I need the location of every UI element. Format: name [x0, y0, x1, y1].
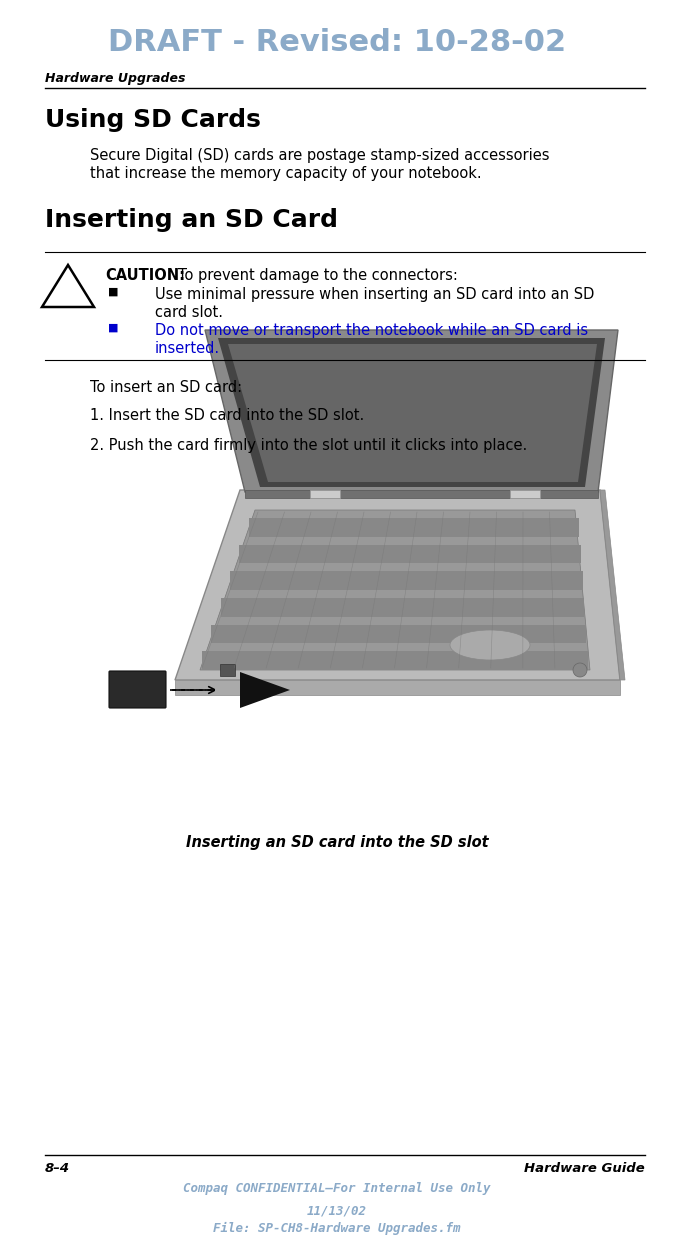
Polygon shape: [202, 651, 588, 669]
Text: Inserting an SD Card: Inserting an SD Card: [45, 209, 338, 232]
Text: 11/13/02: 11/13/02: [307, 1204, 367, 1217]
Polygon shape: [205, 330, 618, 492]
FancyBboxPatch shape: [109, 671, 166, 708]
Text: DRAFT - Revised: 10-28-02: DRAFT - Revised: 10-28-02: [108, 27, 566, 57]
Polygon shape: [245, 490, 598, 498]
Text: CAUTION:: CAUTION:: [105, 269, 185, 284]
Polygon shape: [175, 679, 620, 694]
Text: 8–4: 8–4: [45, 1162, 70, 1175]
Text: To prevent damage to the connectors:: To prevent damage to the connectors:: [178, 269, 458, 284]
Polygon shape: [228, 343, 597, 482]
Text: Hardware Guide: Hardware Guide: [524, 1162, 645, 1175]
Text: inserted.: inserted.: [155, 341, 220, 356]
Text: Using SD Cards: Using SD Cards: [45, 107, 261, 132]
Text: Use minimal pressure when inserting an SD card into an SD: Use minimal pressure when inserting an S…: [155, 287, 595, 302]
Text: To insert an SD card:: To insert an SD card:: [90, 380, 242, 395]
Polygon shape: [600, 490, 625, 679]
Polygon shape: [211, 624, 586, 643]
Text: Inserting an SD card into the SD slot: Inserting an SD card into the SD slot: [186, 836, 488, 851]
Text: File: SP-CH8-Hardware Upgrades.fm: File: SP-CH8-Hardware Upgrades.fm: [213, 1222, 461, 1235]
Polygon shape: [221, 598, 585, 617]
Text: card slot.: card slot.: [155, 305, 223, 320]
Polygon shape: [200, 510, 590, 669]
Text: Do not move or transport the notebook while an SD card is: Do not move or transport the notebook wh…: [155, 323, 588, 338]
Bar: [310, 490, 340, 498]
Text: that increase the memory capacity of your notebook.: that increase the memory capacity of you…: [90, 166, 482, 181]
Text: Compaq CONFIDENTIAL—For Internal Use Only: Compaq CONFIDENTIAL—For Internal Use Onl…: [183, 1182, 491, 1195]
Text: 1. Insert the SD card into the SD slot.: 1. Insert the SD card into the SD slot.: [90, 408, 364, 423]
Polygon shape: [240, 545, 580, 563]
Text: Hardware Upgrades: Hardware Upgrades: [45, 72, 186, 85]
Polygon shape: [248, 518, 579, 537]
Ellipse shape: [450, 629, 530, 659]
Text: ■: ■: [108, 287, 119, 297]
Text: 2. Push the card firmly into the slot until it clicks into place.: 2. Push the card firmly into the slot un…: [90, 438, 527, 453]
Bar: [510, 490, 540, 498]
Bar: [220, 664, 235, 676]
Polygon shape: [218, 338, 605, 487]
Polygon shape: [230, 571, 583, 590]
Text: Secure Digital (SD) cards are postage stamp-sized accessories: Secure Digital (SD) cards are postage st…: [90, 147, 549, 164]
Circle shape: [573, 663, 587, 677]
Polygon shape: [240, 672, 290, 708]
Text: ■: ■: [108, 323, 119, 333]
Polygon shape: [175, 490, 620, 679]
